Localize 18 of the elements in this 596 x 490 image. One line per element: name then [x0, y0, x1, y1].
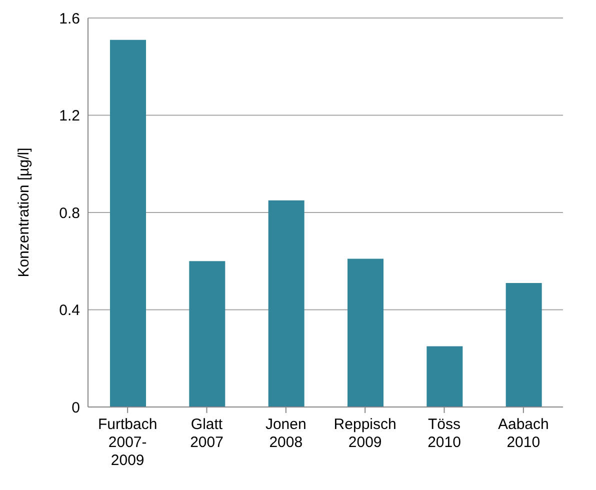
- bar: [348, 258, 384, 407]
- bar: [189, 261, 226, 407]
- bar: [110, 40, 146, 407]
- y-tick-label: 0: [72, 399, 80, 416]
- y-tick-label: 1.6: [59, 10, 80, 28]
- bar: [506, 283, 542, 407]
- bar: [268, 200, 304, 407]
- bar: [426, 346, 463, 407]
- x-tick-label: Töss 2010: [428, 416, 461, 451]
- y-tick-label: 0.8: [59, 204, 80, 222]
- y-axis-title: Konzentration [µg/l]: [15, 148, 32, 278]
- x-tick-label: Glatt 2007: [190, 416, 224, 451]
- x-tick-label: Furtbach 2007-2009: [98, 416, 158, 469]
- x-tick-label: Jonen 2008: [265, 416, 306, 451]
- y-tick-label: 1.2: [59, 108, 80, 125]
- x-tick-label: Reppisch 2009: [334, 416, 396, 451]
- y-tick-label: 0.4: [59, 302, 80, 320]
- x-tick-label: Aabach 2010: [498, 416, 549, 451]
